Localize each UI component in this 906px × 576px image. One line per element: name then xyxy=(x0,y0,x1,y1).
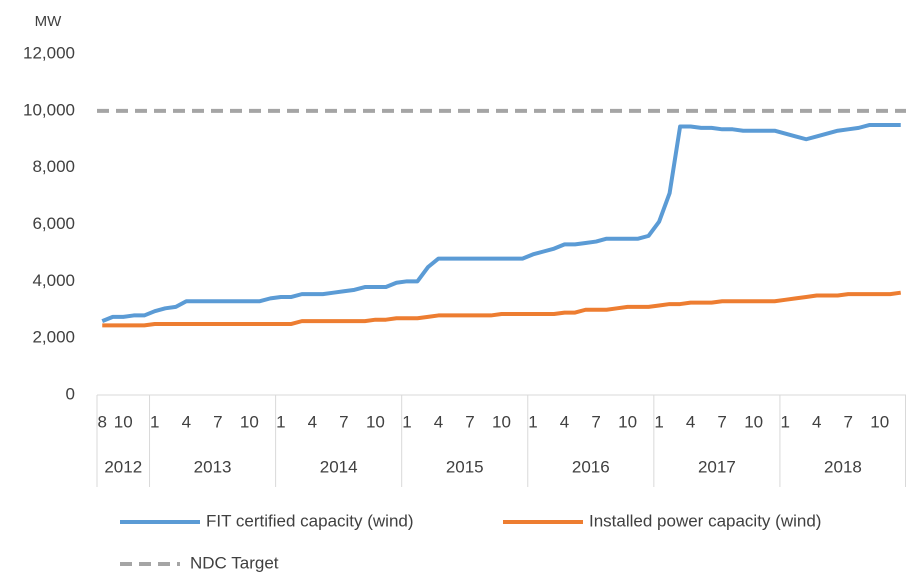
y-tick-label: 2,000 xyxy=(32,328,75,347)
legend-label: NDC Target xyxy=(190,553,279,572)
x-tick-label: 7 xyxy=(213,412,222,431)
x-tick-label: 4 xyxy=(812,412,821,431)
x-tick-label: 1 xyxy=(780,412,789,431)
series-line xyxy=(101,123,901,323)
x-tick-label: 1 xyxy=(402,412,411,431)
x-tick-label: 7 xyxy=(843,412,852,431)
x-tick-label: 8 xyxy=(98,412,107,431)
legend-label: Installed power capacity (wind) xyxy=(589,511,821,530)
y-tick-label: 12,000 xyxy=(23,43,75,62)
x-tick-label: 7 xyxy=(591,412,600,431)
x-tick-label: 10 xyxy=(366,412,385,431)
x-tick-label: 10 xyxy=(618,412,637,431)
x-group-label: 2013 xyxy=(194,457,232,476)
x-tick-label: 7 xyxy=(465,412,474,431)
x-tick-label: 10 xyxy=(744,412,763,431)
x-tick-label: 7 xyxy=(339,412,348,431)
y-tick-label: 6,000 xyxy=(32,214,75,233)
y-tick-label: 10,000 xyxy=(23,100,75,119)
x-tick-label: 1 xyxy=(150,412,159,431)
x-tick-label: 10 xyxy=(240,412,259,431)
y-tick-label: 4,000 xyxy=(32,271,75,290)
x-tick-label: 4 xyxy=(308,412,317,431)
x-tick-label: 10 xyxy=(870,412,889,431)
x-group-label: 2015 xyxy=(446,457,484,476)
x-tick-label: 4 xyxy=(686,412,695,431)
x-tick-label: 10 xyxy=(114,412,133,431)
x-tick-label: 1 xyxy=(654,412,663,431)
x-tick-label: 7 xyxy=(717,412,726,431)
x-tick-label: 4 xyxy=(560,412,569,431)
x-tick-label: 1 xyxy=(528,412,537,431)
x-group-label: 2014 xyxy=(320,457,358,476)
legend-label: FIT certified capacity (wind) xyxy=(206,511,414,530)
x-group-label: 2016 xyxy=(572,457,610,476)
x-tick-label: 4 xyxy=(434,412,443,431)
y-unit: MW xyxy=(35,13,62,30)
y-tick-label: 0 xyxy=(66,384,75,403)
series-line xyxy=(102,290,902,328)
x-group-label: 2017 xyxy=(698,457,736,476)
x-tick-label: 1 xyxy=(276,412,285,431)
y-tick-label: 8,000 xyxy=(32,157,75,176)
x-tick-label: 4 xyxy=(182,412,191,431)
x-group-label: 2012 xyxy=(104,457,142,476)
x-tick-label: 10 xyxy=(492,412,511,431)
x-group-label: 2018 xyxy=(824,457,862,476)
